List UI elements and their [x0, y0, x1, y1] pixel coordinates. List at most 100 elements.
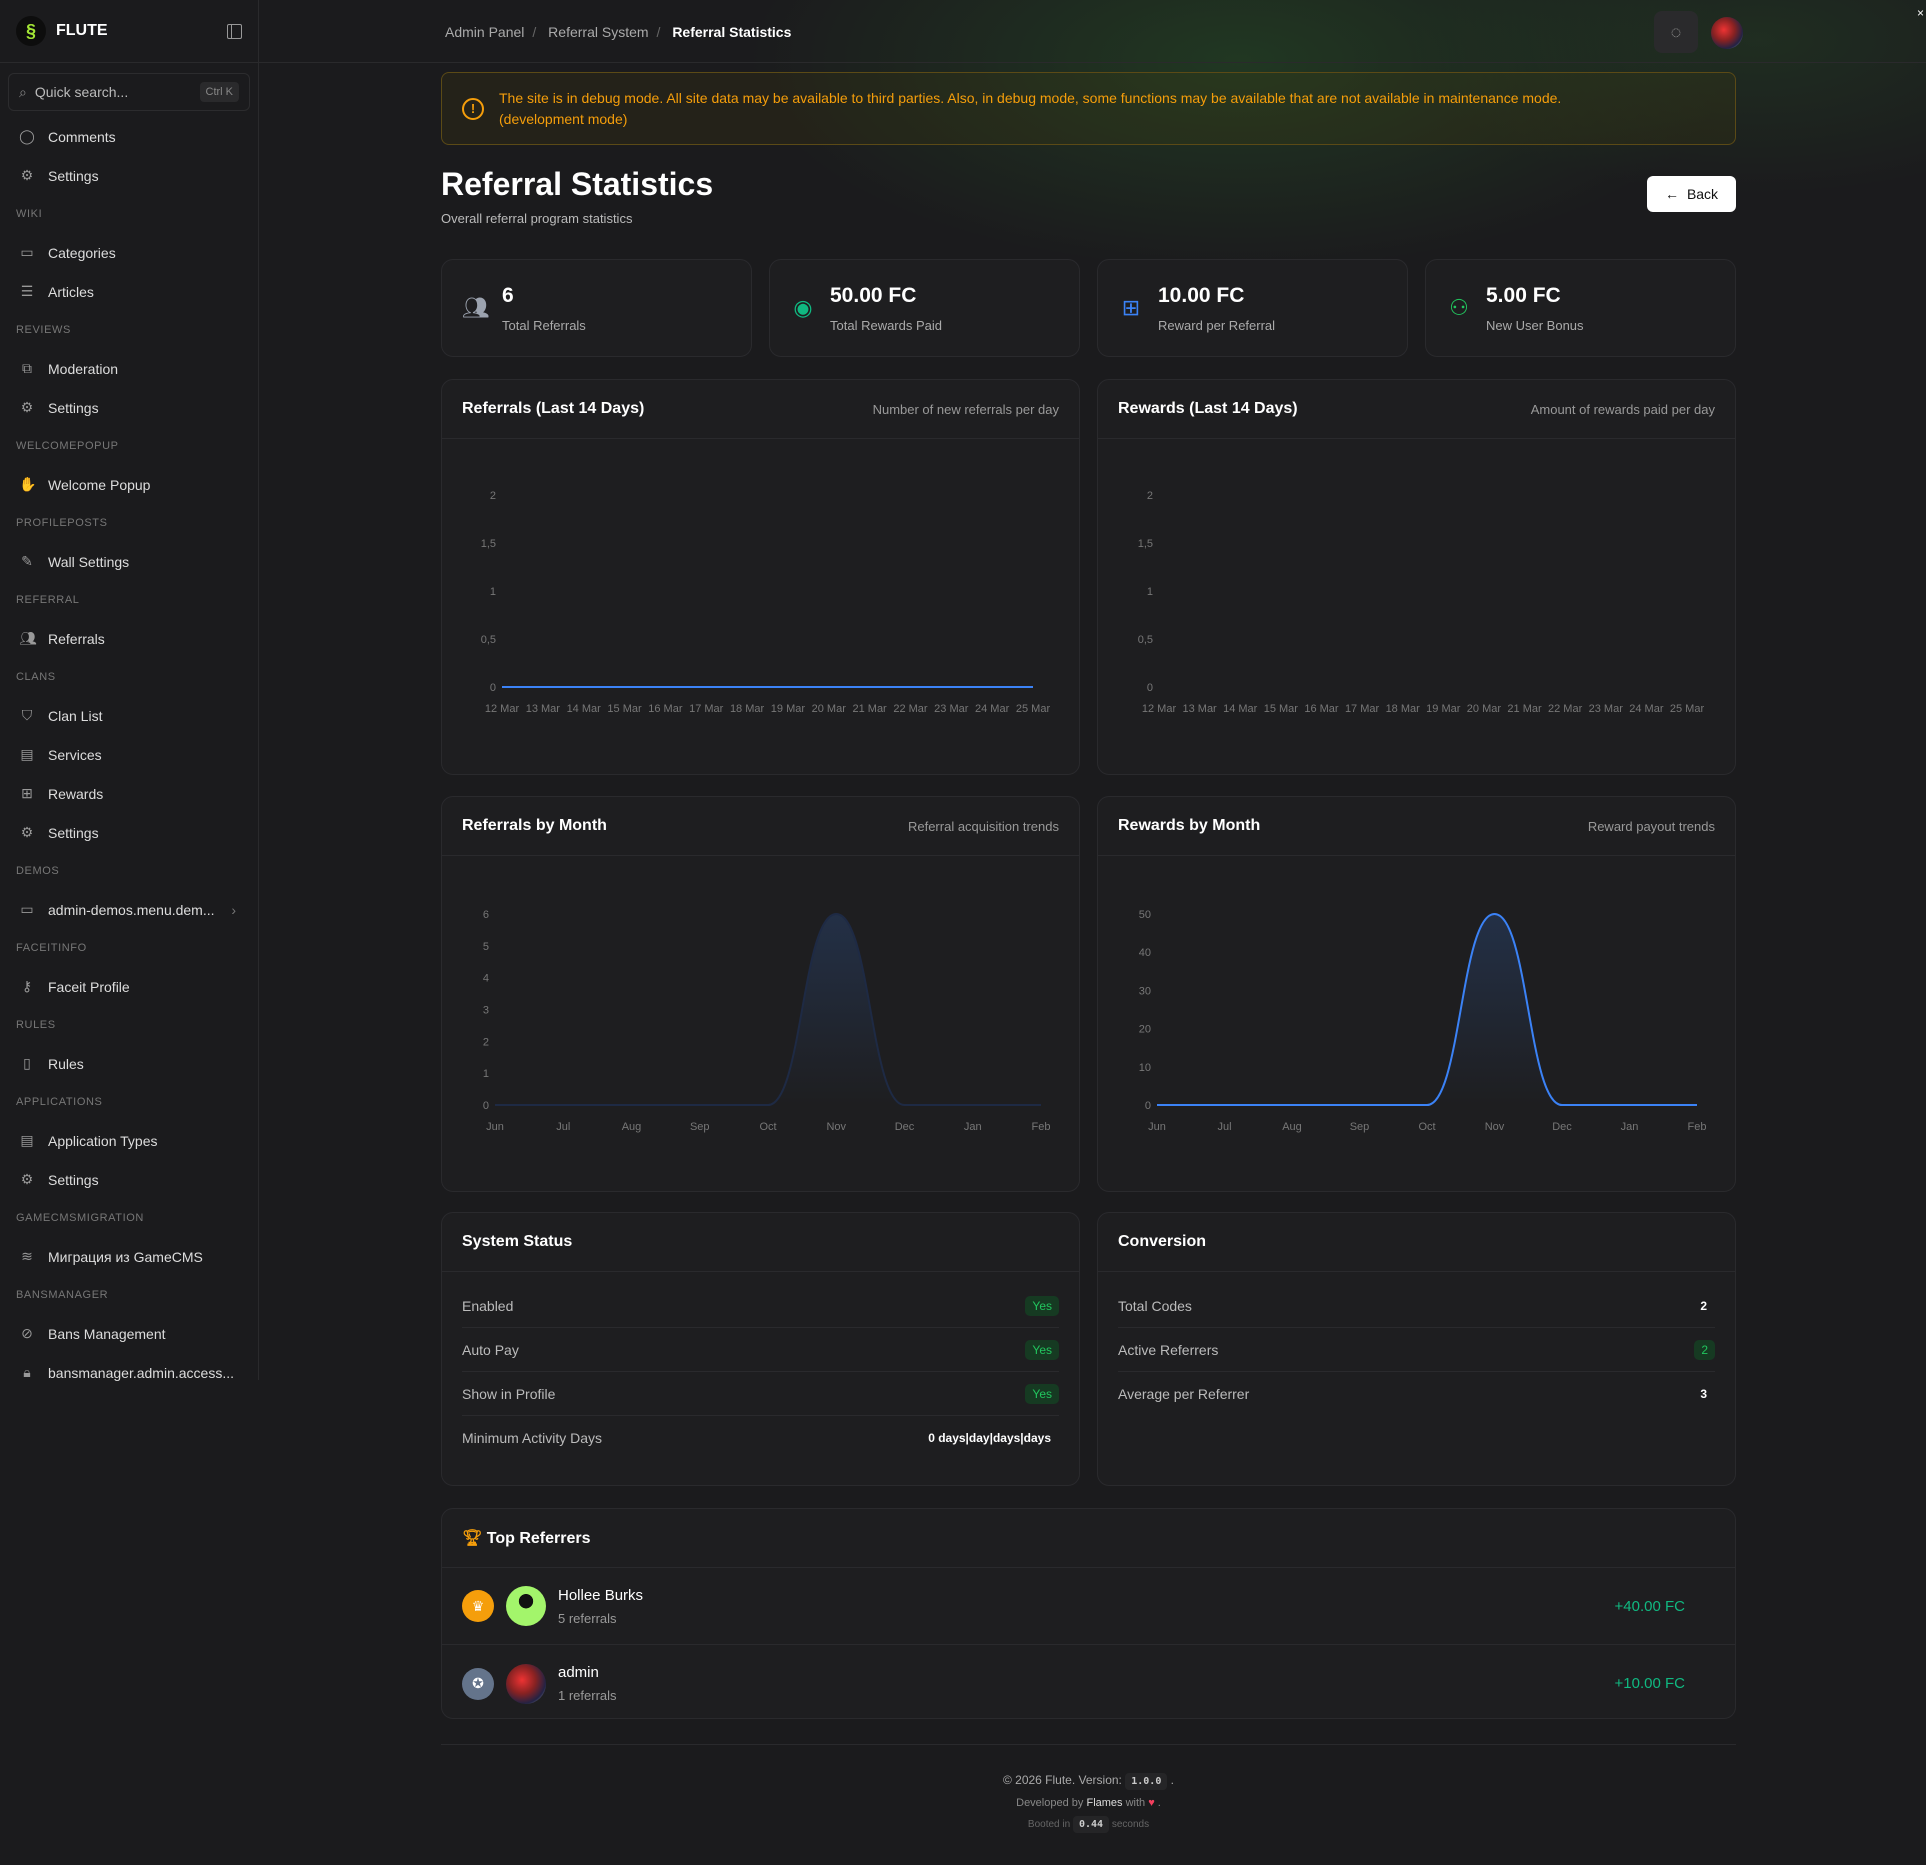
back-button[interactable]: ← Back	[1647, 176, 1736, 212]
series-line	[494, 912, 1041, 1106]
x-tick-label: 14 Mar	[1223, 703, 1258, 715]
quick-search-input[interactable]: ⌕ Quick search... Ctrl K	[8, 73, 250, 111]
x-tick-label: 16 Mar	[1304, 703, 1339, 715]
sidebar-item-referrals[interactable]: 👥︎ Referrals	[0, 619, 258, 658]
sidebar-item-comments[interactable]: ◯ Comments	[0, 117, 258, 156]
sidebar-section-applications: APPLICATIONS	[16, 1096, 103, 1108]
referrer-name[interactable]: Hollee Burks	[558, 1586, 644, 1604]
gift-icon: ⊞	[1121, 295, 1141, 320]
gift-icon: ⊞	[21, 785, 33, 801]
chart-title: Referrals by Month	[462, 817, 607, 834]
lock-icon: 🔒︎	[23, 1364, 31, 1380]
crown-icon: ♛	[462, 1590, 494, 1622]
sidebar-item-articles[interactable]: ☰ Articles	[0, 272, 258, 311]
sidebar-item-bansmanager-admin-access-[interactable]: 🔒︎ bansmanager.admin.access...	[0, 1353, 258, 1392]
close-icon[interactable]: ×	[1916, 6, 1924, 20]
sidebar-section-welcomepopup: WELCOMEPOPUP	[16, 440, 119, 452]
sidebar-item-settings[interactable]: ⚙ Settings	[0, 156, 258, 195]
referrer-row[interactable]: ✪ admin 1 referrals +10.00 FC	[442, 1645, 1735, 1722]
sidebar-item-welcome-popup[interactable]: ✋ Welcome Popup	[0, 465, 258, 504]
chevron-right-icon: ›	[231, 901, 236, 918]
user-plus-icon: ⚇	[1449, 295, 1469, 320]
row-value: 2	[1700, 1298, 1707, 1313]
sidebar-item-services[interactable]: ▤ Services	[0, 735, 258, 774]
sidebar-section-faceitinfo: FACEITINFO	[16, 942, 87, 954]
x-tick-label: Aug	[622, 1121, 642, 1133]
warning-icon: !	[462, 97, 484, 120]
breadcrumb-admin-panel[interactable]: Admin Panel	[445, 24, 525, 40]
sidebar-item-settings[interactable]: ⚙ Settings	[0, 1160, 258, 1199]
sidebar-item-settings[interactable]: ⚙ Settings	[0, 813, 258, 852]
footer: © 2026 Flute. Version: 1.0.0 . Developed…	[441, 1744, 1736, 1833]
gear-icon: ⚙	[20, 399, 34, 415]
video-icon: ▭	[20, 901, 34, 917]
search-icon: ⌕	[19, 83, 27, 100]
sidebar-section-demos: DEMOS	[16, 865, 60, 877]
y-tick-label: 0,5	[1138, 634, 1153, 646]
search-shortcut: Ctrl K	[199, 82, 239, 102]
x-tick-label: 25 Mar	[1016, 703, 1051, 715]
footer-dev-link[interactable]: Flames	[1086, 1797, 1123, 1809]
sidebar-item-wall-settings[interactable]: ✎ Wall Settings	[0, 542, 258, 581]
status-row-minimum-activity-days: Minimum Activity Days 0 days|day|days|day…	[462, 1416, 1059, 1460]
user-avatar[interactable]	[1711, 17, 1743, 49]
footer-dev-suffix: with	[1125, 1797, 1146, 1809]
sidebar-item-settings[interactable]: ⚙ Settings	[0, 388, 258, 427]
status-row-average-per-referrer: Average per Referrer 3	[1118, 1372, 1715, 1416]
sidebar-item-application-types[interactable]: ▤ Application Types	[0, 1121, 258, 1160]
y-tick-label: 0	[1145, 1100, 1151, 1112]
gear-icon: ⚙	[20, 167, 34, 183]
sidebar-item-label: Rewards	[48, 785, 104, 802]
stat-value: 5.00 FC	[1486, 283, 1561, 307]
theme-palette-button[interactable]: ◌	[1654, 11, 1698, 53]
x-tick-label: Jun	[1148, 1121, 1166, 1133]
referrer-avatar	[506, 1586, 546, 1626]
stat-value: 6	[502, 283, 514, 307]
referrer-name[interactable]: admin	[558, 1664, 599, 1681]
status-row-enabled: Enabled Yes	[462, 1284, 1059, 1328]
row-value: 3	[1700, 1387, 1707, 1401]
x-tick-label: 12 Mar	[485, 703, 520, 715]
page-title: Referral Statistics	[441, 166, 714, 202]
stat-label: Reward per Referral	[1158, 317, 1276, 333]
sidebar-item-label: Settings	[48, 399, 99, 416]
status-badge: Yes	[1025, 1339, 1059, 1360]
sidebar-item-label: Faceit Profile	[48, 978, 130, 995]
breadcrumb-referral-system[interactable]: Referral System	[548, 24, 649, 40]
x-tick-label: Nov	[826, 1121, 846, 1133]
comment-icon: ◯	[19, 128, 35, 144]
top-referrers-card: 🏆︎ Top Referrers ♛ Hollee Burks 5 referral…	[441, 1508, 1736, 1719]
sidebar-item-label: Moderation	[48, 360, 119, 377]
sidebar-item-label: Articles	[48, 283, 94, 300]
chart-card-referrals-last-14-days-: Referrals (Last 14 Days) Number of new re…	[441, 379, 1080, 775]
x-tick-label: 20 Mar	[812, 703, 847, 715]
x-tick-label: 14 Mar	[567, 703, 602, 715]
book-icon: ▯	[23, 1055, 31, 1071]
sidebar-item-rewards[interactable]: ⊞ Rewards	[0, 774, 258, 813]
sidebar-item-moderation[interactable]: ⧉ Moderation	[0, 349, 258, 388]
x-tick-label: 17 Mar	[689, 703, 724, 715]
sidebar-item-categories[interactable]: ▭ Categories	[0, 233, 258, 272]
sidebar-item-faceit-profile[interactable]: ⚷ Faceit Profile	[0, 967, 258, 1006]
clipboard-icon: ▤	[20, 1132, 34, 1148]
referrer-row[interactable]: ♛ Hollee Burks 5 referrals +40.00 FC	[442, 1568, 1735, 1645]
stat-card-reward-per-referral: ⊞ 10.00 FC Reward per Referral	[1097, 259, 1408, 357]
sidebar-item-миграция-из-gamecms[interactable]: ≋ Миграция из GameCMS	[0, 1237, 258, 1276]
referrer-amount: +40.00 FC	[1614, 1597, 1685, 1615]
stat-card-total-referrals: 👥︎ 6 Total Referrals	[441, 259, 752, 357]
sidebar-item-clan-list[interactable]: ⛉ Clan List	[0, 696, 258, 735]
system-status-title: System Status	[462, 1233, 573, 1250]
x-tick-label: 22 Mar	[1548, 703, 1583, 715]
sidebar-item-rules[interactable]: ▯ Rules	[0, 1044, 258, 1083]
sidebar-item-bans-management[interactable]: ⊘ Bans Management	[0, 1314, 258, 1353]
chart-subtitle: Number of new referrals per day	[872, 401, 1059, 417]
sidebar-toggle-icon[interactable]	[227, 23, 242, 39]
sidebar: § FLUTE ⌕ Quick search... Ctrl K ◯ Commen…	[0, 0, 259, 1381]
y-tick-label: 0	[483, 1100, 489, 1112]
sidebar-item-label: Settings	[48, 824, 99, 841]
sidebar-item-admin-demos-menu-dem-[interactable]: ▭ admin-demos.menu.dem... ›	[0, 890, 258, 929]
x-tick-label: Sep	[1350, 1121, 1370, 1133]
flute-logo[interactable]: §	[16, 16, 46, 46]
sidebar-section-clans: CLANS	[16, 671, 56, 683]
stat-card-new-user-bonus: ⚇ 5.00 FC New User Bonus	[1425, 259, 1736, 357]
